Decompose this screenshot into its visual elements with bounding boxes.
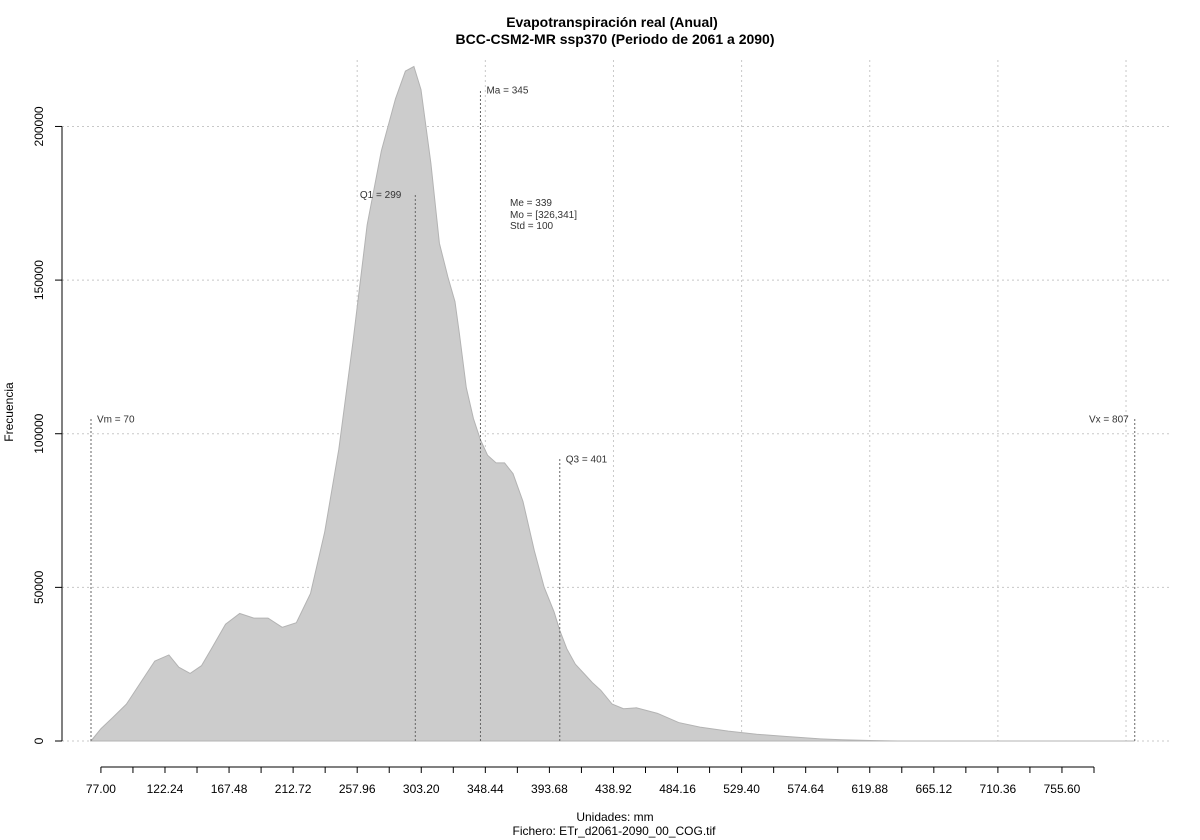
y-tick-label: 50000 [32,570,46,604]
x-tick-label: 484.16 [659,782,696,796]
density-area [89,65,1135,742]
stat-marker-label: Q3 = 401 [566,454,608,465]
stat-marker-label: Q1 = 299 [360,190,402,201]
axes: 0 50000 100000 150000 200000 77.00 122.24 167.4… [32,106,1095,796]
stat-marker-label: Vm = 70 [97,414,135,425]
chart-subtitle: BCC-CSM2-MR ssp370 (Periodo de 2061 a 20… [456,31,775,47]
y-axis-label: Frecuencia [2,382,16,442]
mode-label: Mo = [326,341] [510,210,577,221]
x-tick-label: 665.12 [915,782,952,796]
stat-marker-label: Ma = 345 [486,86,528,97]
stat-marker-label: Vx = 807 [1089,414,1129,425]
x-tick-label: 167.48 [211,782,248,796]
x-tick-label: 619.88 [851,782,888,796]
x-tick-label: 303.20 [403,782,440,796]
y-tick-label: 150000 [32,260,46,300]
y-tick-label: 0 [32,737,46,744]
file-name-label: Fichero: ETr_d2061-2090_00_COG.tif [513,824,717,838]
x-tick-label: 438.92 [595,782,632,796]
x-tick-label: 393.68 [531,782,568,796]
y-tick-label: 100000 [32,413,46,453]
x-tick-label: 122.24 [147,782,184,796]
median-label: Me = 339 [510,198,552,209]
x-tick-label: 212.72 [275,782,312,796]
x-tick-label: 348.44 [467,782,504,796]
x-tick-label: 574.64 [787,782,824,796]
std-label: Std = 100 [510,221,554,232]
y-tick-label: 200000 [32,106,46,146]
x-tick-label: 710.36 [980,782,1017,796]
chart-title: Evapotranspiración real (Anual) [506,14,718,30]
x-tick-label: 77.00 [86,782,116,796]
summary-stats: Me = 339 Mo = [326,341] Std = 100 [510,198,577,232]
area-layer [89,65,1135,742]
x-tick-label: 755.60 [1044,782,1081,796]
x-tick-label: 529.40 [723,782,760,796]
x-tick-label: 257.96 [339,782,376,796]
stat-markers: Vm = 70 Q1 = 299 Ma = 345 Q3 = 401 Vx = 807 [90,86,1136,741]
x-axis-label: Unidades: mm [576,810,653,824]
